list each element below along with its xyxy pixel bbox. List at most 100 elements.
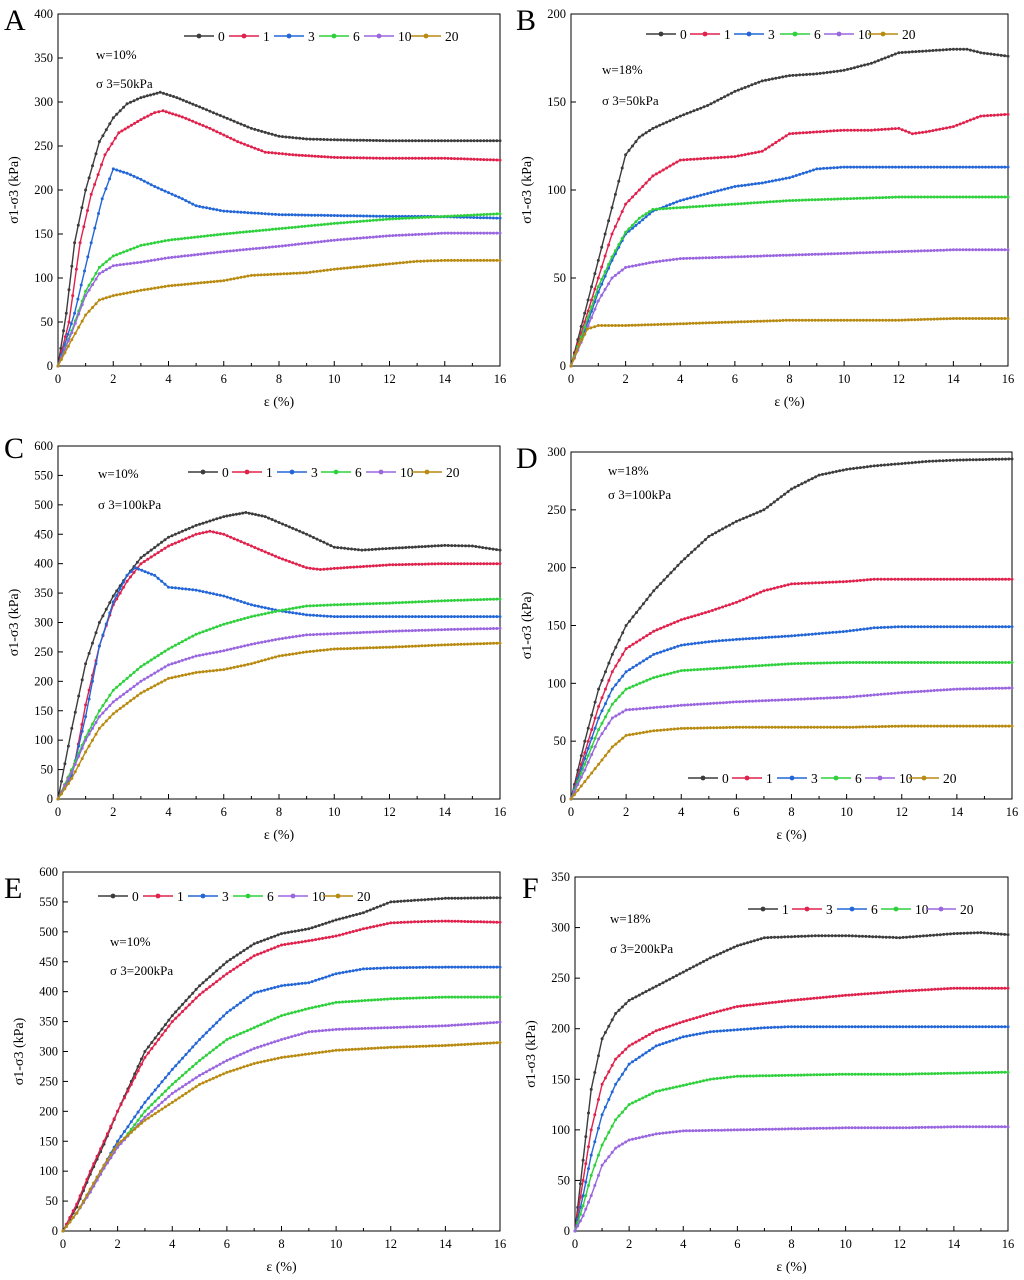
data-point <box>627 323 631 327</box>
data-point <box>163 665 167 669</box>
data-point <box>779 585 783 588</box>
data-point <box>848 579 852 583</box>
data-point <box>922 577 926 581</box>
data-point <box>631 732 635 736</box>
data-point <box>965 47 969 51</box>
data-point <box>876 1072 879 1076</box>
data-point <box>610 232 614 236</box>
data-point <box>125 579 129 583</box>
data-point <box>821 995 825 999</box>
data-point <box>459 919 463 923</box>
data-point <box>378 235 382 238</box>
data-point <box>281 608 284 612</box>
data-point <box>866 992 870 996</box>
data-point <box>881 318 885 322</box>
data-point <box>822 725 826 729</box>
data-point <box>87 729 91 733</box>
data-point <box>407 615 411 619</box>
data-point <box>698 1032 702 1036</box>
data-point <box>790 698 793 701</box>
data-point <box>856 128 860 132</box>
data-point <box>769 503 773 507</box>
data-point <box>194 523 198 527</box>
data-point <box>187 636 191 640</box>
data-point <box>712 100 716 104</box>
data-point <box>835 166 839 170</box>
data-point <box>847 934 851 938</box>
data-point <box>924 49 928 53</box>
data-point <box>726 320 730 324</box>
data-point <box>702 726 706 730</box>
data-point <box>495 158 499 162</box>
x-tick-label: 0 <box>55 805 61 819</box>
data-point <box>926 689 930 693</box>
data-point <box>579 784 583 788</box>
data-point <box>484 546 488 550</box>
data-point <box>788 74 791 78</box>
data-point <box>942 987 946 991</box>
data-point <box>135 668 139 672</box>
data-point <box>771 319 775 323</box>
data-point <box>823 252 827 256</box>
data-point <box>959 931 963 935</box>
data-point <box>984 248 987 252</box>
data-point <box>365 236 369 240</box>
data-point <box>149 548 153 552</box>
data-point <box>469 896 473 900</box>
data-point <box>813 318 817 322</box>
data-point <box>466 258 469 262</box>
legend-marker <box>196 33 202 39</box>
data-point <box>161 109 165 113</box>
data-point <box>433 156 437 160</box>
data-point <box>652 629 656 633</box>
data-point <box>242 961 246 964</box>
data-point <box>298 271 302 275</box>
data-point <box>170 284 174 288</box>
data-point <box>321 936 324 940</box>
data-point <box>80 678 84 682</box>
data-point <box>993 317 997 320</box>
data-point <box>293 213 297 217</box>
data-point <box>290 1054 294 1058</box>
data-point <box>329 214 333 217</box>
data-point <box>469 1042 473 1046</box>
data-point <box>222 594 226 598</box>
data-point <box>118 707 122 710</box>
data-point <box>929 317 933 321</box>
data-point <box>678 972 682 976</box>
data-point <box>786 1025 790 1029</box>
data-point <box>353 1047 357 1051</box>
data-point <box>242 998 246 1002</box>
data-point <box>866 1072 870 1076</box>
data-point <box>66 782 70 786</box>
data-point <box>948 688 952 691</box>
data-point <box>679 618 683 622</box>
data-point <box>392 921 396 925</box>
data-point <box>208 207 212 210</box>
legend-marker <box>833 775 839 781</box>
data-point <box>433 615 437 619</box>
data-point <box>634 995 638 999</box>
data-point <box>310 938 314 942</box>
data-point <box>485 1021 489 1025</box>
x-tick-label: 10 <box>839 1237 852 1251</box>
data-point <box>610 276 614 280</box>
data-point <box>263 150 267 154</box>
data-point <box>263 130 267 134</box>
data-point <box>916 625 920 629</box>
data-point <box>887 127 890 131</box>
data-point <box>284 523 288 527</box>
data-point <box>969 931 973 935</box>
data-point <box>697 544 700 548</box>
data-point <box>1006 112 1010 116</box>
data-point <box>222 133 226 137</box>
data-point <box>440 643 443 647</box>
data-point <box>446 214 450 218</box>
data-point <box>186 236 190 240</box>
data-point <box>245 1029 249 1033</box>
data-point <box>306 213 310 217</box>
data-point <box>631 223 634 227</box>
data-point <box>263 640 267 644</box>
data-point <box>903 318 907 322</box>
data-point <box>753 82 757 85</box>
